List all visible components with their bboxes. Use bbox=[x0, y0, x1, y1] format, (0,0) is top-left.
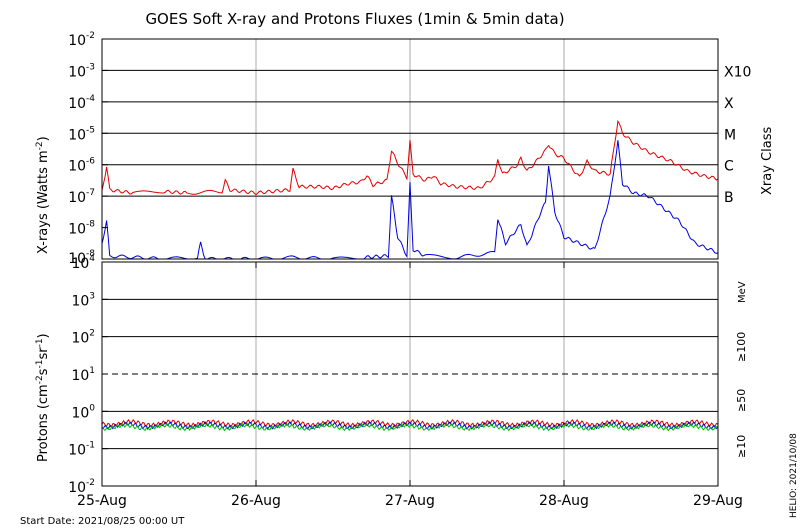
class-label: X bbox=[724, 96, 734, 112]
class-label: X10 bbox=[724, 64, 751, 80]
mev-label: MeV bbox=[737, 281, 748, 303]
x-tick-label: 27-Aug bbox=[385, 493, 435, 509]
proton-ytick-label: 101 bbox=[71, 366, 95, 384]
energy-label-50: ≥50 bbox=[735, 389, 748, 412]
energy-label-10: ≥10 bbox=[735, 435, 748, 458]
energy-label-100: ≥100 bbox=[735, 332, 748, 362]
xray-ytick-label: 10-2 bbox=[68, 31, 95, 49]
x-tick-label: 29-Aug bbox=[693, 493, 743, 509]
proton-ytick-label: 104 bbox=[71, 254, 95, 272]
xray-ytick-label: 10-5 bbox=[68, 125, 95, 143]
xray-long-series bbox=[101, 119, 719, 196]
proton-ytick-label: 10-2 bbox=[68, 478, 95, 496]
x-tick-labels: 25-Aug 26-Aug 27-Aug 28-Aug 29-Aug bbox=[77, 493, 743, 509]
proton-ytick-label: 10-1 bbox=[68, 441, 95, 459]
x-tick-label: 26-Aug bbox=[231, 493, 281, 509]
xray-ytick-label: 10-7 bbox=[68, 188, 95, 206]
class-label: C bbox=[724, 159, 734, 175]
proton-ylabel: Protons (cm-2s-1sr-1) bbox=[35, 333, 51, 462]
x-tick-label: 25-Aug bbox=[77, 493, 127, 509]
xray-ylabel: X-rays (Watts m-2) bbox=[35, 136, 51, 254]
x-tick-label: 28-Aug bbox=[539, 493, 589, 509]
xray-ytick-label: 10-3 bbox=[68, 62, 95, 80]
helio-date: HELIO: 2021/10/08 bbox=[789, 433, 799, 518]
xray-ytick-label: 10-4 bbox=[68, 94, 95, 112]
xray-ytick-label-bottom: 10-8 bbox=[68, 249, 95, 267]
proton-series-line bbox=[101, 421, 719, 430]
chart-title: GOES Soft X-ray and Protons Fluxes (1min… bbox=[145, 10, 564, 28]
class-label: M bbox=[724, 127, 736, 143]
xray-ytick-label: 10-6 bbox=[68, 157, 95, 175]
proton-ytick-label: 100 bbox=[71, 403, 95, 421]
proton-series-line bbox=[101, 422, 719, 432]
xray-ytick-label: 10-8 bbox=[68, 220, 95, 238]
xray-short-series bbox=[101, 140, 719, 260]
proton-ytick-label: 102 bbox=[71, 329, 95, 347]
proton-panel: 104 103 102 101 100 10-1 10-2 bbox=[68, 254, 719, 496]
xray-frame bbox=[101, 38, 719, 260]
start-date: Start Date: 2021/08/25 00:00 UT bbox=[20, 516, 185, 527]
proton-ytick-label: 103 bbox=[71, 291, 95, 309]
xray-class-label: Xray Class bbox=[760, 127, 775, 195]
class-label: B bbox=[724, 190, 734, 206]
